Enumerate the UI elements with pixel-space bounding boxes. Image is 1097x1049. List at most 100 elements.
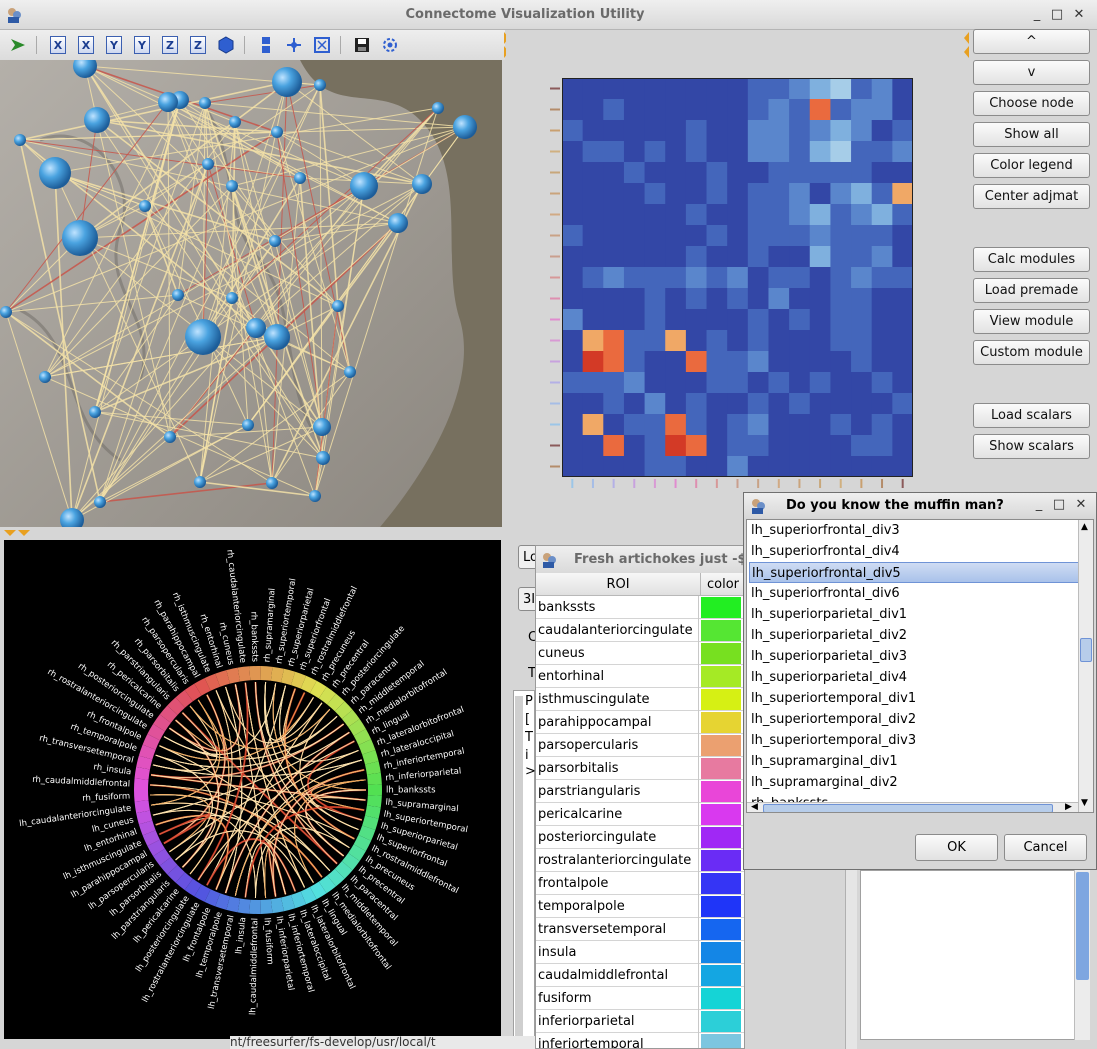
- node-list-item[interactable]: lh_superiorfrontal_div4: [751, 544, 900, 559]
- matrix-cell[interactable]: [892, 78, 913, 100]
- matrix-cell[interactable]: [747, 372, 769, 394]
- network-node[interactable]: [172, 289, 184, 301]
- matrix-cell[interactable]: [685, 78, 708, 100]
- matrix-cell[interactable]: [871, 393, 893, 415]
- node-list-item[interactable]: lh_superiortemporal_div1: [751, 691, 917, 706]
- network-node[interactable]: [226, 292, 238, 304]
- matrix-cell[interactable]: [809, 225, 831, 247]
- matrix-cell[interactable]: [562, 351, 584, 373]
- network-node[interactable]: [242, 419, 254, 431]
- view-y-minus-button[interactable]: Y: [134, 36, 150, 54]
- matrix-cell[interactable]: [644, 435, 666, 457]
- matrix-cell[interactable]: [747, 414, 769, 436]
- network-node[interactable]: [194, 476, 206, 488]
- matrix-cell[interactable]: [851, 309, 873, 331]
- network-node[interactable]: [0, 306, 12, 318]
- connectogram-segment[interactable]: [362, 815, 379, 830]
- network-node[interactable]: [332, 300, 344, 312]
- matrix-cell[interactable]: [562, 99, 584, 121]
- matrix-cell[interactable]: [851, 393, 873, 415]
- matrix-cell[interactable]: [685, 120, 708, 142]
- matrix-cell[interactable]: [747, 99, 769, 121]
- network-node[interactable]: [309, 490, 321, 502]
- matrix-cell[interactable]: [809, 435, 831, 457]
- matrix-cell[interactable]: [830, 225, 852, 247]
- matrix-cell[interactable]: [603, 351, 625, 373]
- connectogram-segment[interactable]: [281, 894, 296, 912]
- matrix-cell[interactable]: [603, 372, 625, 394]
- matrix-cell[interactable]: [768, 141, 790, 163]
- load-premade-button[interactable]: Load premade: [973, 278, 1090, 303]
- show-all-button[interactable]: Show all: [973, 122, 1090, 147]
- background-list-scrollbar[interactable]: [1074, 870, 1090, 1040]
- matrix-cell[interactable]: [603, 162, 625, 184]
- matrix-cell[interactable]: [665, 309, 687, 331]
- node-list-item[interactable]: lh_superiortemporal_div3: [751, 733, 917, 748]
- matrix-cell[interactable]: [706, 372, 728, 394]
- matrix-cell[interactable]: [871, 225, 893, 247]
- matrix-cell[interactable]: [768, 456, 790, 477]
- matrix-cell[interactable]: [768, 246, 790, 268]
- scroll-down-arrow-icon[interactable]: ▼: [1081, 798, 1088, 808]
- matrix-cell[interactable]: [706, 246, 728, 268]
- matrix-cell[interactable]: [851, 414, 873, 436]
- matrix-cell[interactable]: [603, 456, 625, 477]
- node-list-item[interactable]: lh_superiorparietal_div2: [751, 628, 908, 643]
- connectogram-segment[interactable]: [367, 784, 382, 796]
- matrix-cell[interactable]: [789, 78, 811, 100]
- matrix-cell[interactable]: [603, 78, 625, 100]
- console-scrollbar[interactable]: [515, 696, 523, 1036]
- matrix-cell[interactable]: [830, 141, 852, 163]
- matrix-cell[interactable]: [830, 372, 852, 394]
- matrix-cell[interactable]: [582, 309, 604, 331]
- matrix-cell[interactable]: [685, 225, 708, 247]
- matrix-cell[interactable]: [603, 204, 625, 226]
- connectogram-segment[interactable]: [341, 709, 360, 728]
- brain-3d-view[interactable]: [0, 60, 502, 527]
- color-column-header[interactable]: color: [701, 573, 744, 596]
- connectogram-segment[interactable]: [134, 778, 149, 790]
- matrix-cell[interactable]: [623, 435, 646, 457]
- scroll-down-button[interactable]: v: [973, 60, 1090, 85]
- matrix-cell[interactable]: [644, 99, 666, 121]
- matrix-cell[interactable]: [747, 351, 769, 373]
- matrix-cell[interactable]: [768, 204, 790, 226]
- matrix-cell[interactable]: [809, 267, 831, 289]
- network-node[interactable]: [60, 508, 84, 527]
- connectogram-segment[interactable]: [167, 697, 185, 716]
- connectogram-segment[interactable]: [184, 683, 202, 702]
- network-node[interactable]: [350, 172, 378, 200]
- network-node[interactable]: [229, 116, 241, 128]
- matrix-cell[interactable]: [871, 120, 893, 142]
- matrix-cell[interactable]: [644, 267, 666, 289]
- matrix-cell[interactable]: [623, 330, 646, 352]
- matrix-cell[interactable]: [665, 120, 687, 142]
- roi-window-titlebar[interactable]: Fresh artichokes just -$: [536, 546, 744, 573]
- matrix-cell[interactable]: [603, 120, 625, 142]
- matrix-cell[interactable]: [706, 225, 728, 247]
- network-node[interactable]: [84, 107, 110, 133]
- matrix-cell[interactable]: [665, 393, 687, 415]
- matrix-cell[interactable]: [644, 456, 666, 477]
- dialog-titlebar[interactable]: Do you know the muffin man? _ □ ✕: [744, 493, 1096, 518]
- matrix-cell[interactable]: [768, 309, 790, 331]
- connectogram-segment[interactable]: [334, 701, 353, 719]
- network-node[interactable]: [272, 67, 302, 97]
- matrix-cell[interactable]: [603, 183, 625, 205]
- matrix-cell[interactable]: [665, 246, 687, 268]
- matrix-cell[interactable]: [892, 99, 913, 121]
- matrix-cell[interactable]: [747, 141, 769, 163]
- matrix-cell[interactable]: [892, 120, 913, 142]
- matrix-cell[interactable]: [871, 246, 893, 268]
- matrix-cell[interactable]: [562, 372, 584, 394]
- matrix-cell[interactable]: [582, 99, 604, 121]
- matrix-cell[interactable]: [623, 309, 646, 331]
- matrix-cell[interactable]: [789, 225, 811, 247]
- connectogram-segment[interactable]: [327, 693, 345, 712]
- matrix-cell[interactable]: [809, 246, 831, 268]
- matrix-cell[interactable]: [665, 372, 687, 394]
- matrix-cell[interactable]: [603, 393, 625, 415]
- matrix-cell[interactable]: [809, 78, 831, 100]
- matrix-cell[interactable]: [623, 246, 646, 268]
- view-z-plus-button[interactable]: Z: [162, 36, 178, 54]
